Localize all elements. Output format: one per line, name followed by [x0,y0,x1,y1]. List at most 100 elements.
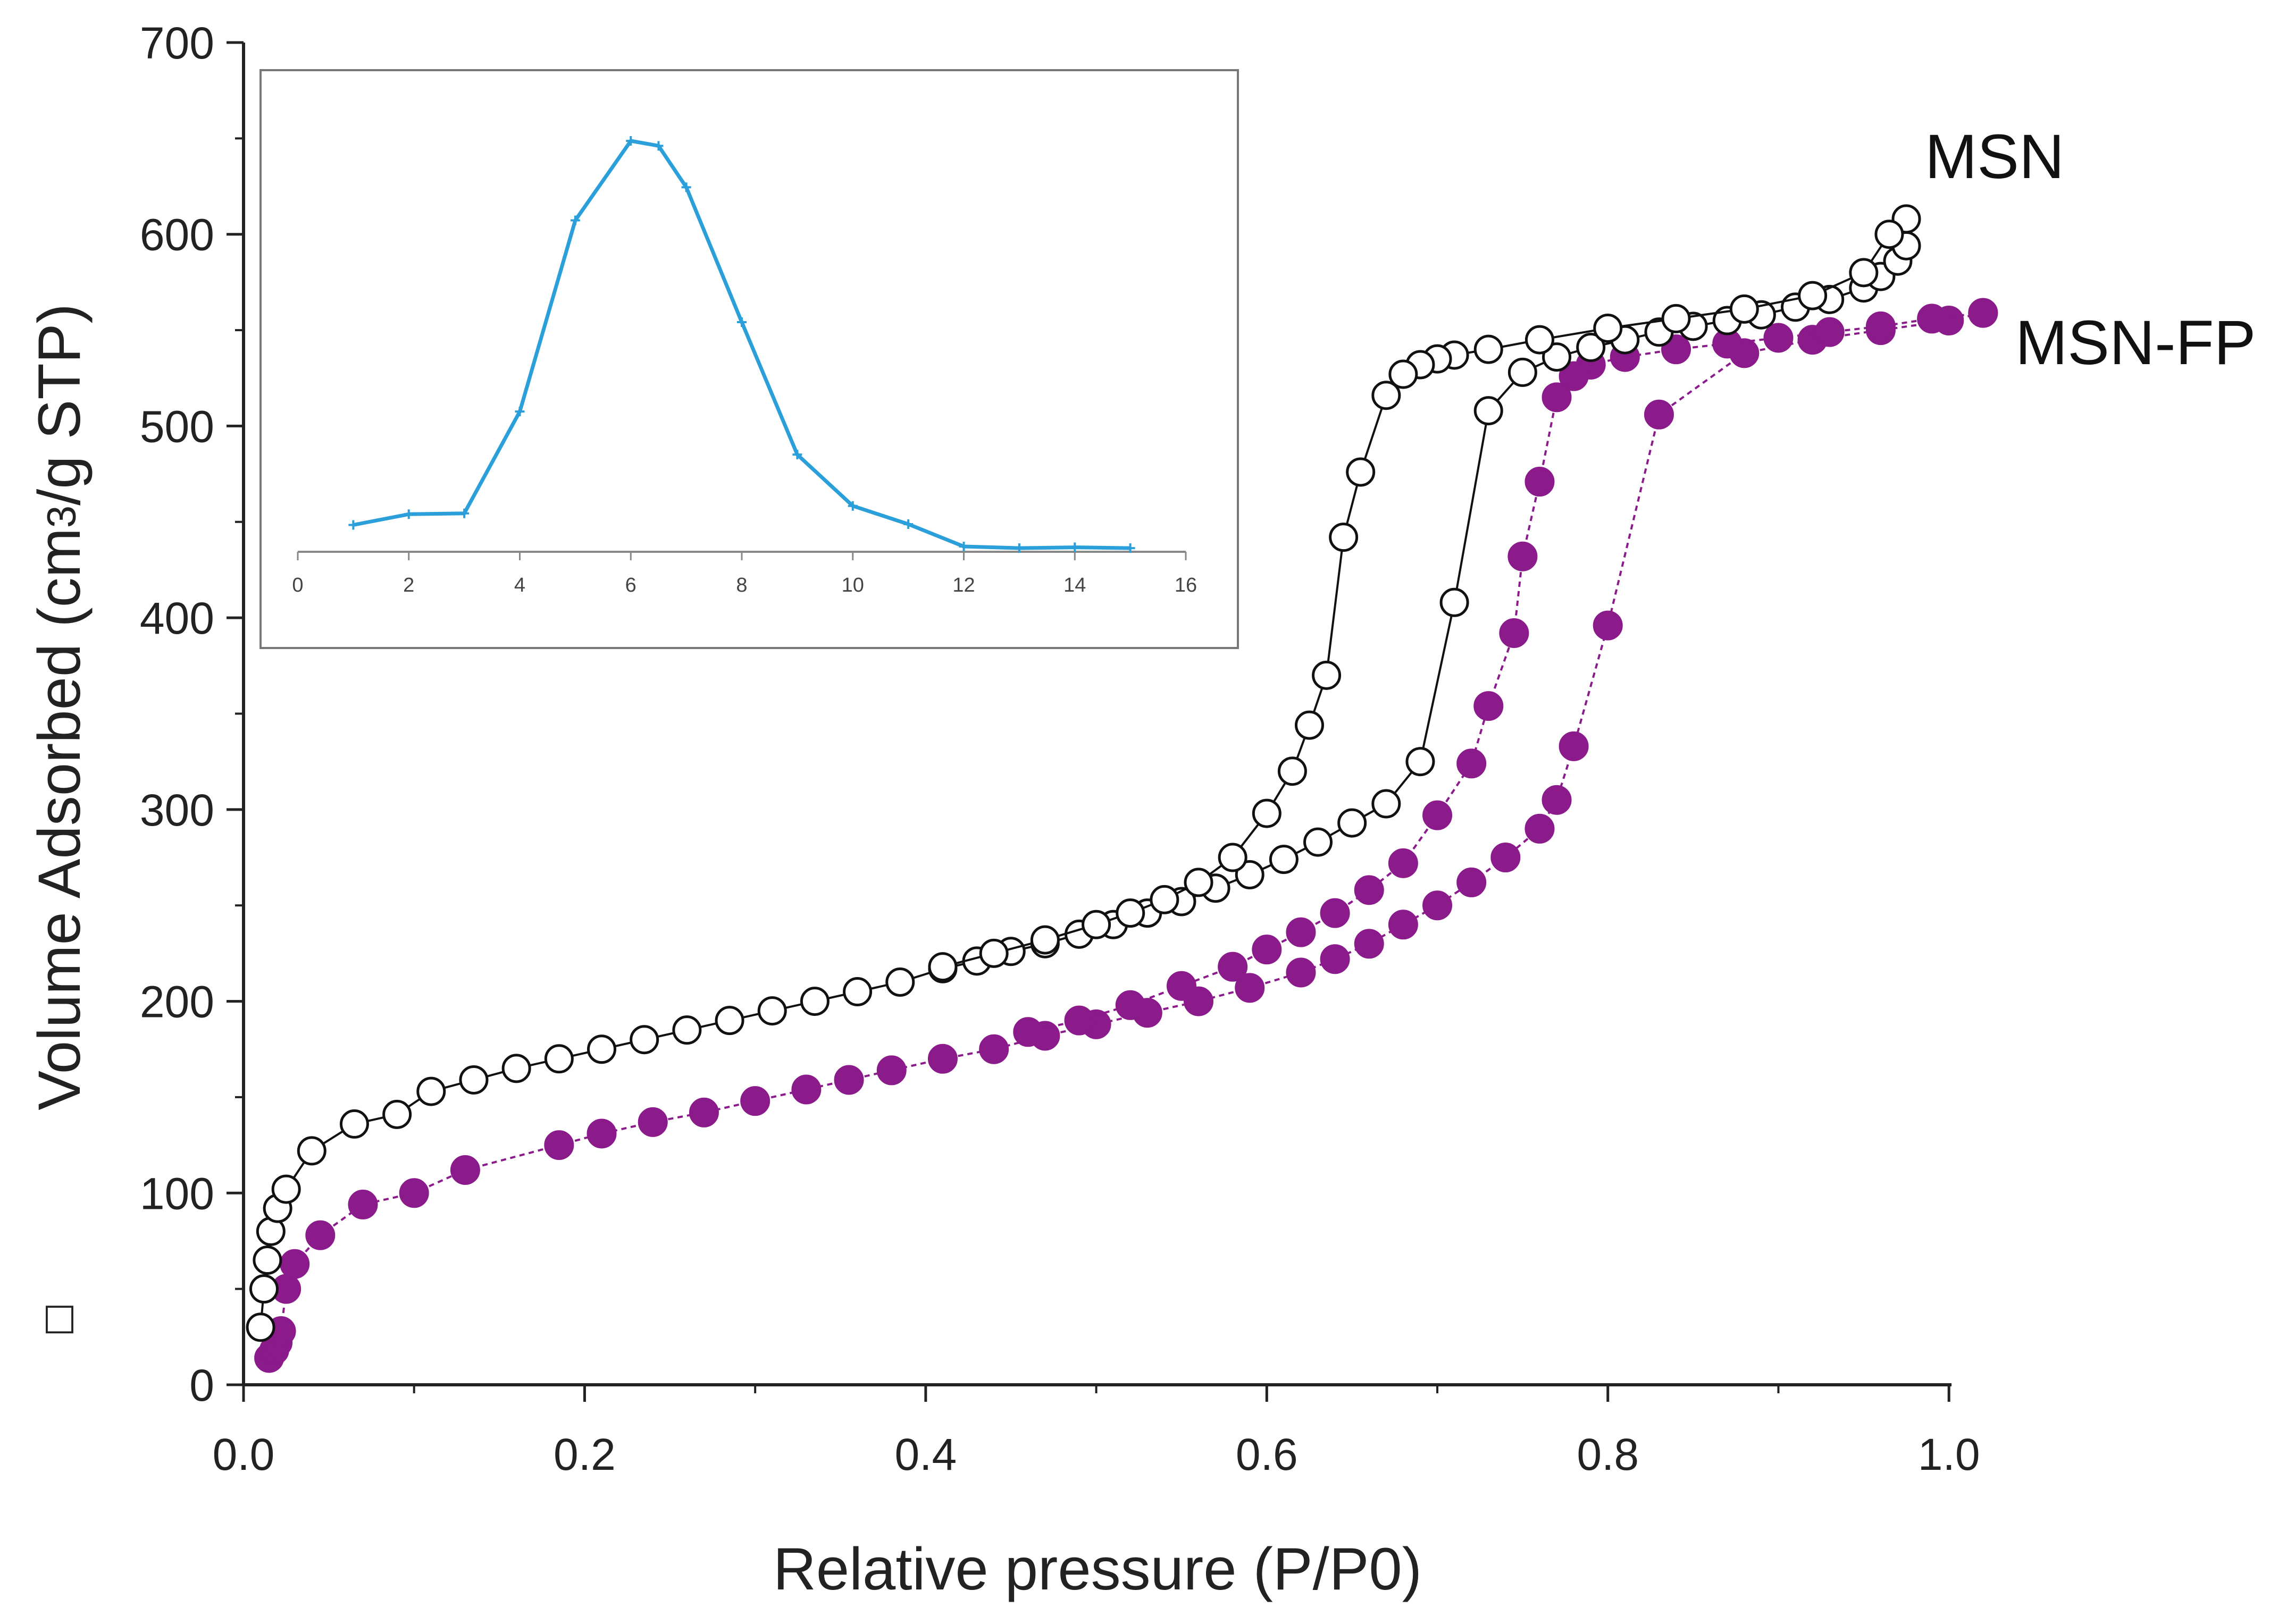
inset-x-tick-label: 2 [403,574,414,596]
data-point [280,1249,310,1279]
data-point [1456,748,1487,779]
inset-data-point [903,519,914,529]
y-tick-label: 100 [140,1168,214,1218]
inset-data-point [515,407,525,417]
data-point [1150,885,1179,914]
data-point [1499,618,1529,648]
data-point [1593,313,1623,343]
inset-frame [259,69,1239,649]
stray-square-marker: □ [43,1296,77,1338]
series-msn [246,204,1921,1342]
data-point [1252,798,1281,828]
data-point [1874,220,1904,249]
y-tick-label: 400 [140,593,214,643]
inset-x-axis-ticks: 0 2 4 6 8 10 12 14 16 [292,552,1197,596]
data-point [1013,1017,1043,1047]
data-point [1354,929,1384,959]
pore-size-inset: 0 2 4 6 8 10 12 14 16 [259,69,1239,649]
y-axis-title: Volume Adsorbed (cm3/g STP) [26,304,93,1110]
y-axis-title-superscript: 3 [39,506,85,528]
data-point [1030,925,1060,955]
inset-data-point [681,182,691,192]
data-point [1422,800,1453,830]
data-point [249,1274,279,1304]
x-tick-label: 0.0 [213,1429,275,1479]
series-label-msn: MSN [1925,122,2064,192]
data-point [1277,756,1307,786]
data-point [1473,691,1504,721]
series-msn-fp [254,298,1998,1373]
data-point [638,1107,668,1137]
data-point [928,952,958,982]
data-point [979,1034,1009,1064]
data-point [587,1118,617,1149]
data-point [459,1065,489,1095]
data-point [1303,827,1333,857]
x-axis-ticks: 0.0 0.2 0.4 0.6 0.8 1.0 [213,1385,1980,1479]
inset-data-point [654,141,664,151]
data-point [1286,957,1316,988]
data-point [339,1109,369,1139]
data-point [1507,357,1537,387]
y-axis-title-tail: /g STP) [26,304,93,506]
data-point [1644,399,1674,430]
data-point [1763,323,1794,353]
data-point [1473,334,1503,364]
inset-data-point [959,542,969,551]
data-point [1525,467,1555,497]
data-point [1968,298,1998,328]
data-point [1329,523,1359,552]
inset-data-point [626,136,636,146]
data-point [1439,587,1469,617]
data-point [1371,381,1401,410]
inset-data-point [792,450,802,460]
y-axis-ticks: 0 100 200 300 400 500 600 700 [140,18,244,1410]
data-point [544,1044,574,1074]
inset-x-tick-label: 12 [952,574,975,596]
data-point [1269,845,1299,874]
data-point [1559,361,1589,391]
data-point [1064,1005,1094,1036]
data-point [1371,789,1401,819]
data-point [1559,731,1589,761]
data-point [501,1054,531,1083]
x-tick-label: 0.4 [894,1429,957,1479]
inset-x-tick-label: 8 [736,574,747,596]
data-point [1166,971,1196,1001]
data-point [1320,944,1350,974]
data-point [1388,848,1418,878]
data-point [1661,304,1691,333]
data-point [800,987,830,1016]
data-point [1473,396,1503,426]
data-point [1115,990,1145,1020]
data-point [1235,973,1265,1003]
data-point [1218,843,1247,872]
data-point [1235,860,1264,889]
inset-data-point [348,520,358,530]
data-point [544,1130,574,1160]
x-tick-label: 0.6 [1236,1429,1298,1479]
data-point [587,1034,617,1064]
data-point [1082,910,1111,939]
data-point [271,1174,301,1204]
data-point [1116,898,1145,928]
inset-x-tick-label: 14 [1063,574,1086,596]
data-point [1525,325,1554,355]
data-point [1542,382,1572,413]
inset-x-tick-label: 0 [292,574,303,596]
inset-data-point [570,215,580,225]
inset-data-point [1014,543,1024,553]
data-point [1849,258,1879,288]
data-point [715,1006,744,1036]
data-point [740,1086,770,1116]
data-point [1184,868,1213,897]
inset-data-point [1070,542,1080,552]
data-point [1456,867,1487,897]
data-point [876,1055,907,1086]
inset-data-point [1125,543,1135,553]
inset-data-point [848,501,858,511]
y-tick-label: 500 [140,401,214,451]
data-point [1388,359,1418,389]
data-point [1312,660,1342,690]
